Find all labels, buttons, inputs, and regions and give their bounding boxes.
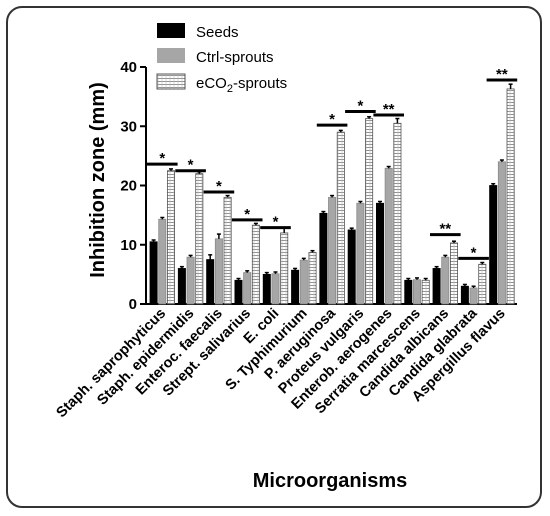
significance-label: * bbox=[159, 150, 165, 167]
legend-swatch-ctrl-sprouts bbox=[157, 48, 185, 63]
significance-label: * bbox=[471, 244, 477, 261]
y-tick-label: 10 bbox=[120, 237, 137, 254]
significance-label: * bbox=[188, 157, 194, 174]
bar-eco2-sprouts bbox=[449, 242, 458, 305]
bar-ctrl-sprouts bbox=[158, 218, 167, 305]
bar-eco2-sprouts bbox=[421, 279, 430, 305]
bar-ctrl-sprouts bbox=[497, 161, 506, 305]
bar-eco2-sprouts bbox=[195, 173, 204, 305]
bar-eco2-sprouts bbox=[223, 196, 232, 305]
category-label: Staph. saprophyticus bbox=[54, 306, 170, 422]
bar-eco2-sprouts bbox=[166, 170, 175, 305]
bar-ctrl-sprouts bbox=[186, 256, 195, 305]
bar-eco2-sprouts bbox=[251, 224, 260, 305]
y-tick-label: 30 bbox=[120, 118, 137, 135]
bar-eco2-sprouts bbox=[506, 88, 515, 305]
bar-ctrl-sprouts bbox=[271, 273, 280, 305]
bar-eco2-sprouts bbox=[280, 232, 289, 305]
legend-label-ctrl-sprouts: Ctrl-sprouts bbox=[196, 49, 274, 66]
legend: Seeds Ctrl-sprouts eCO2-sprouts bbox=[156, 23, 287, 95]
significance-label: * bbox=[273, 214, 279, 231]
bar-ctrl-sprouts bbox=[243, 272, 252, 305]
significance-label: * bbox=[216, 178, 222, 195]
significance-label: ** bbox=[383, 101, 395, 118]
bar-seeds bbox=[460, 285, 469, 305]
bar-ctrl-sprouts bbox=[384, 167, 393, 305]
y-tick-label: 20 bbox=[120, 178, 137, 195]
bar-seeds bbox=[149, 241, 158, 305]
legend-label-eco2-sprouts: eCO2-sprouts bbox=[196, 75, 287, 95]
significance-label: * bbox=[357, 97, 363, 114]
bar-ctrl-sprouts bbox=[412, 279, 421, 305]
bar-seeds bbox=[432, 268, 441, 305]
bar-seeds bbox=[206, 259, 215, 305]
significance-label: * bbox=[329, 111, 335, 128]
bar-ctrl-sprouts bbox=[299, 259, 308, 305]
bar-ctrl-sprouts bbox=[356, 202, 365, 305]
bar-seeds bbox=[489, 185, 498, 305]
bar-eco2-sprouts bbox=[336, 131, 345, 305]
bar-seeds bbox=[375, 202, 384, 305]
significance-label: ** bbox=[439, 221, 451, 238]
bars bbox=[149, 83, 515, 305]
significance-label: * bbox=[244, 206, 250, 223]
bar-eco2-sprouts bbox=[478, 263, 487, 305]
bar-seeds bbox=[262, 273, 271, 305]
y-tick-label: 40 bbox=[120, 59, 137, 76]
bar-seeds bbox=[177, 268, 186, 305]
significance-marks: * *** *** ******* bbox=[147, 66, 518, 261]
bar-seeds bbox=[404, 279, 413, 305]
bar-ctrl-sprouts bbox=[469, 287, 478, 305]
bar-ctrl-sprouts bbox=[214, 238, 223, 305]
bar-ctrl-sprouts bbox=[441, 256, 450, 305]
bar-ctrl-sprouts bbox=[328, 196, 337, 305]
significance-label: ** bbox=[496, 66, 508, 83]
bar-eco2-sprouts bbox=[308, 252, 317, 305]
legend-swatch-eco2-sprouts bbox=[156, 73, 186, 90]
x-axis-title: Microorganisms bbox=[253, 470, 407, 492]
bar-seeds bbox=[234, 279, 243, 305]
bar-eco2-sprouts bbox=[365, 118, 374, 305]
bar-seeds bbox=[291, 269, 300, 305]
bar-seeds bbox=[319, 212, 328, 305]
y-tick-label: 0 bbox=[129, 296, 137, 313]
bar-seeds bbox=[347, 229, 356, 305]
bar-eco2-sprouts bbox=[393, 122, 402, 305]
y-axis-title: Inhibition zone (mm) bbox=[87, 82, 109, 278]
legend-label-seeds: Seeds bbox=[196, 24, 239, 41]
legend-swatch-seeds bbox=[157, 23, 185, 38]
